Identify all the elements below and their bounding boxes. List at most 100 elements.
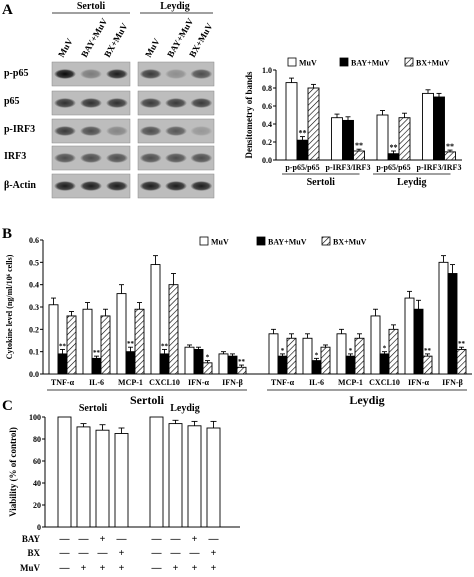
blot-row-label-p65: p65 [4, 96, 20, 107]
bar [285, 82, 298, 161]
legend-swatch [404, 57, 414, 67]
bar [125, 351, 136, 375]
bar [116, 293, 127, 375]
blot-band [165, 181, 187, 191]
blot-band [165, 98, 187, 108]
bar [277, 355, 288, 375]
x-tick-label: IL-6 [89, 378, 104, 387]
bar [184, 346, 195, 375]
bar [444, 151, 456, 161]
y-tick-label: 0.5 [29, 258, 39, 267]
blot-band [139, 69, 162, 79]
treatment-mark: + [192, 563, 198, 574]
bar [236, 366, 247, 375]
significance-label: ** [299, 129, 307, 138]
blot-band [54, 69, 76, 79]
significance-label: ** [161, 342, 169, 350]
significance-label: ** [127, 340, 135, 348]
y-tick-label: 1.0 [262, 66, 272, 75]
bar [398, 117, 411, 161]
y-axis-label: Viability (% of control) [8, 427, 18, 517]
bar [187, 425, 202, 528]
bar [438, 261, 449, 375]
legend-swatch [321, 236, 331, 246]
bar [353, 150, 365, 161]
x-tick-label: CXCL10 [369, 378, 400, 387]
panel-label-b: B [2, 226, 12, 242]
significance-label: ** [390, 143, 398, 152]
blot-band [190, 69, 213, 79]
legend-swatch [256, 236, 266, 246]
bar [57, 353, 68, 375]
bar [168, 423, 183, 528]
treatment-row-label: MuV [20, 563, 41, 573]
bar [91, 357, 102, 375]
x-tick-label: MCP-1 [118, 378, 143, 387]
significance-label: ** [446, 142, 454, 151]
treatment-mark: + [100, 563, 106, 574]
blot-row-label-irf3: IRF3 [4, 151, 26, 162]
bar [342, 119, 354, 161]
y-axis-label: Densitometry of bands [244, 71, 254, 158]
legend-label: MuV [299, 59, 317, 68]
significance-label: * [281, 347, 285, 355]
bar [227, 355, 238, 375]
blot-band [139, 153, 162, 163]
treatment-mark: + [173, 563, 179, 574]
legend-label: BX+MuV [333, 238, 367, 247]
bar [193, 348, 204, 375]
x-tick-label: IFN-α [408, 378, 429, 387]
blot-band [80, 153, 102, 163]
bar [433, 96, 445, 161]
legend-label: BAY+MuV [268, 238, 307, 247]
bar [150, 264, 161, 375]
y-tick-label: 0.6 [262, 102, 272, 111]
blot-band [54, 126, 76, 136]
bar [376, 114, 389, 161]
treatment-mark: — [170, 548, 182, 559]
blot-band [190, 126, 213, 136]
x-tick-label: IL-6 [309, 378, 324, 387]
y-tick-label: 0.2 [262, 138, 272, 147]
treatment-mark: + [119, 548, 125, 559]
blot-band [54, 98, 76, 108]
bar [114, 433, 129, 528]
y-tick-label: 100 [29, 413, 41, 422]
treatment-mark: — [208, 534, 220, 545]
treatment-mark: — [59, 563, 71, 574]
blot-strips [51, 61, 215, 199]
y-tick-label: 0.6 [29, 236, 39, 245]
bar [82, 308, 93, 375]
bar [345, 355, 356, 375]
blot-row-label-beta-actin: β-Actin [4, 180, 36, 191]
bar [456, 348, 467, 375]
bar [307, 87, 320, 161]
bar [159, 353, 170, 375]
x-tick-label: p-IRF3/IRF3 [326, 163, 371, 172]
bar [331, 117, 343, 161]
treatment-row-label: BX [27, 548, 40, 558]
bar [76, 426, 91, 528]
bar [413, 308, 424, 375]
blot-lane-label: MuV [56, 36, 75, 59]
treatment-mark: — [78, 534, 90, 545]
bar [422, 355, 433, 375]
group-label: Sertoli [307, 177, 336, 188]
blot-band [106, 153, 128, 163]
blot-band [54, 153, 76, 163]
blot-band [80, 181, 102, 191]
treatment-mark: — [78, 548, 90, 559]
blot-lane-label: MuV [143, 36, 162, 59]
group-label: Sertoli [79, 403, 108, 414]
significance-label: ** [93, 349, 101, 357]
bar [379, 353, 390, 375]
bar [404, 297, 415, 375]
bar [387, 153, 400, 161]
treatment-mark: — [97, 548, 109, 559]
treatment-mark: — [170, 534, 182, 545]
group-label: Sertoli [130, 393, 165, 407]
group-label: Leydig [349, 393, 384, 407]
y-axis-label: Cytokine level (ng/ml/10⁶ cells) [5, 254, 14, 359]
x-tick-label: IFN-β [222, 378, 243, 387]
